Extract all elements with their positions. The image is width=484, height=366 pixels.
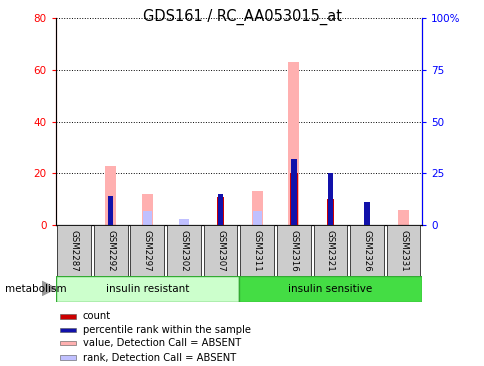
Bar bbox=[217, 194, 223, 225]
Bar bbox=[60, 328, 76, 332]
Bar bbox=[105, 166, 116, 225]
Bar bbox=[56, 276, 239, 302]
Text: GSM2297: GSM2297 bbox=[142, 230, 151, 272]
Text: insulin resistant: insulin resistant bbox=[106, 284, 189, 294]
Bar bbox=[290, 159, 296, 225]
FancyBboxPatch shape bbox=[349, 225, 383, 276]
FancyBboxPatch shape bbox=[240, 225, 273, 276]
Text: GSM2326: GSM2326 bbox=[362, 230, 371, 272]
FancyBboxPatch shape bbox=[130, 225, 164, 276]
Text: count: count bbox=[82, 311, 110, 321]
Text: metabolism: metabolism bbox=[5, 284, 66, 294]
Bar bbox=[179, 219, 188, 225]
FancyBboxPatch shape bbox=[57, 225, 91, 276]
Bar bbox=[60, 341, 76, 345]
Text: GSM2311: GSM2311 bbox=[252, 230, 261, 272]
Bar bbox=[60, 355, 76, 360]
Text: GSM2292: GSM2292 bbox=[106, 230, 115, 272]
FancyBboxPatch shape bbox=[203, 225, 237, 276]
Bar bbox=[363, 202, 369, 225]
Text: GSM2316: GSM2316 bbox=[288, 230, 298, 272]
Polygon shape bbox=[42, 281, 56, 295]
Bar bbox=[327, 173, 333, 225]
FancyBboxPatch shape bbox=[313, 225, 347, 276]
Text: GDS161 / RC_AA053015_at: GDS161 / RC_AA053015_at bbox=[143, 9, 341, 25]
Bar bbox=[252, 210, 261, 225]
Bar bbox=[326, 199, 333, 225]
Bar bbox=[60, 314, 76, 318]
Bar bbox=[108, 196, 113, 225]
Bar bbox=[251, 191, 262, 225]
Bar bbox=[397, 210, 408, 225]
FancyBboxPatch shape bbox=[167, 225, 200, 276]
Bar bbox=[289, 173, 297, 225]
Bar bbox=[141, 194, 152, 225]
Text: percentile rank within the sample: percentile rank within the sample bbox=[82, 325, 250, 335]
Text: GSM2307: GSM2307 bbox=[215, 230, 225, 272]
FancyBboxPatch shape bbox=[94, 225, 127, 276]
Text: GSM2321: GSM2321 bbox=[325, 230, 334, 272]
Text: insulin sensitive: insulin sensitive bbox=[287, 284, 372, 294]
FancyBboxPatch shape bbox=[386, 225, 420, 276]
Bar bbox=[142, 210, 151, 225]
Text: GSM2287: GSM2287 bbox=[69, 230, 78, 272]
Bar bbox=[216, 197, 224, 225]
FancyBboxPatch shape bbox=[276, 225, 310, 276]
Bar bbox=[287, 62, 299, 225]
Text: GSM2331: GSM2331 bbox=[398, 230, 408, 272]
Text: value, Detection Call = ABSENT: value, Detection Call = ABSENT bbox=[82, 338, 241, 348]
Text: GSM2302: GSM2302 bbox=[179, 230, 188, 272]
Bar bbox=[239, 276, 421, 302]
Text: rank, Detection Call = ABSENT: rank, Detection Call = ABSENT bbox=[82, 352, 235, 363]
